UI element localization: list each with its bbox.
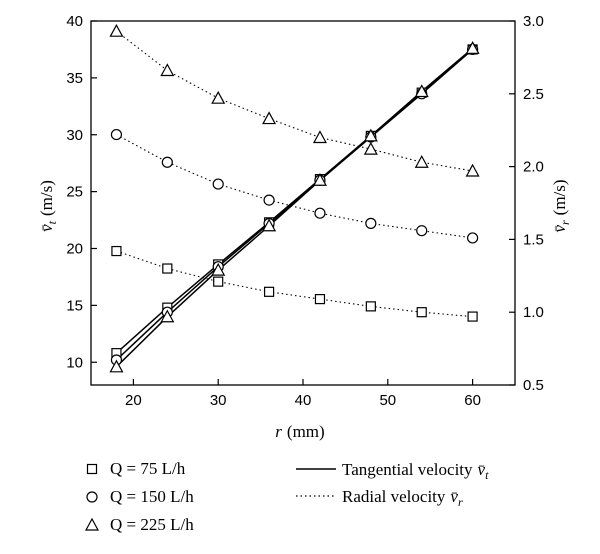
right-y-tick-label: 3.0 [523, 13, 544, 30]
plot-area-border [90, 20, 516, 386]
legend-label-radial: Radial velocity v̄r [342, 487, 463, 509]
radial-point [111, 245, 122, 257]
plot-frame [90, 20, 516, 386]
tangential-point [465, 41, 480, 54]
series-lines [115, 30, 474, 368]
radial-point [262, 111, 277, 125]
tangential-point [414, 84, 429, 98]
radial-point [465, 163, 480, 177]
x-axis-label: r (mm) [275, 422, 324, 441]
right-y-tick-label: 2.0 [523, 159, 544, 176]
tangential-line-2 [115, 47, 474, 368]
tangential-line-0 [115, 48, 474, 354]
x-tick-label: 40 [295, 392, 312, 409]
radial-point [312, 130, 327, 144]
x-tick-label: 30 [210, 392, 227, 409]
legend-label-tangential: Tangential velocity v̄t [342, 460, 489, 482]
legend-marker-triangle [84, 517, 100, 531]
radial-point [365, 301, 376, 312]
left-y-axis-label: v̄t(m/s) [37, 180, 59, 232]
left-y-tick-label: 20 [66, 241, 83, 258]
left-y-tick-label: 30 [66, 127, 83, 144]
right-y-tick-label: 1.0 [523, 304, 544, 321]
radial-point [467, 232, 479, 244]
radial-point [314, 207, 326, 219]
radial-line-1 [116, 134, 473, 239]
radial-point [162, 263, 173, 274]
tangential-point [262, 218, 277, 232]
radial-point [160, 63, 175, 77]
radial-point [363, 141, 378, 155]
right-y-tick-label: 2.5 [523, 86, 544, 103]
left-y-tick-label: 35 [66, 70, 83, 87]
radial-point [414, 154, 429, 168]
radial-point [416, 225, 428, 237]
tangential-point [160, 309, 175, 323]
legend-markers [84, 463, 100, 531]
x-tick-label: 20 [125, 392, 142, 409]
radial-point [161, 156, 173, 168]
radial-point [110, 128, 123, 141]
radial-point [467, 311, 478, 322]
radial-point [212, 178, 224, 190]
x-tick-label: 60 [464, 392, 481, 409]
radial-point [109, 23, 124, 37]
legend-marker-circle [86, 491, 98, 503]
legend-marker-square [86, 463, 98, 475]
right-y-tick-label: 0.5 [523, 377, 544, 394]
legend: Q = 75 L/h Q = 150 L/h Q = 225 L/h Tange… [84, 459, 489, 534]
right-y-tick-label: 1.5 [523, 231, 544, 248]
left-y-tick-label: 10 [66, 354, 83, 371]
series-markers [109, 23, 480, 373]
radial-point [263, 194, 275, 206]
axis-ticks: 20 30 40 50 60 10 15 20 25 30 35 40 0.5 1.0 1.5 2.0 2.5 3… [66, 13, 544, 409]
radial-point [263, 286, 275, 297]
left-y-tick-label: 40 [66, 13, 83, 30]
x-tick-label: 50 [379, 392, 396, 409]
tangential-point [109, 359, 124, 373]
right-y-axis-label: v̄r(m/s) [550, 179, 572, 232]
radial-point [416, 307, 427, 318]
tangential-point [312, 172, 327, 186]
tangential-line-1 [115, 48, 474, 361]
legend-label-q150: Q = 150 L/h [110, 487, 194, 506]
radial-point [213, 276, 224, 287]
tangential-point [363, 128, 378, 142]
radial-point [314, 293, 326, 305]
radial-point [365, 217, 377, 229]
legend-label-q75: Q = 75 L/h [110, 459, 186, 478]
left-y-tick-label: 15 [66, 297, 83, 314]
radial-point [211, 90, 226, 104]
tangential-point [211, 262, 226, 276]
left-y-tick-label: 25 [66, 184, 83, 201]
radial-line-2 [116, 30, 473, 172]
legend-label-q225: Q = 225 L/h [110, 515, 194, 534]
